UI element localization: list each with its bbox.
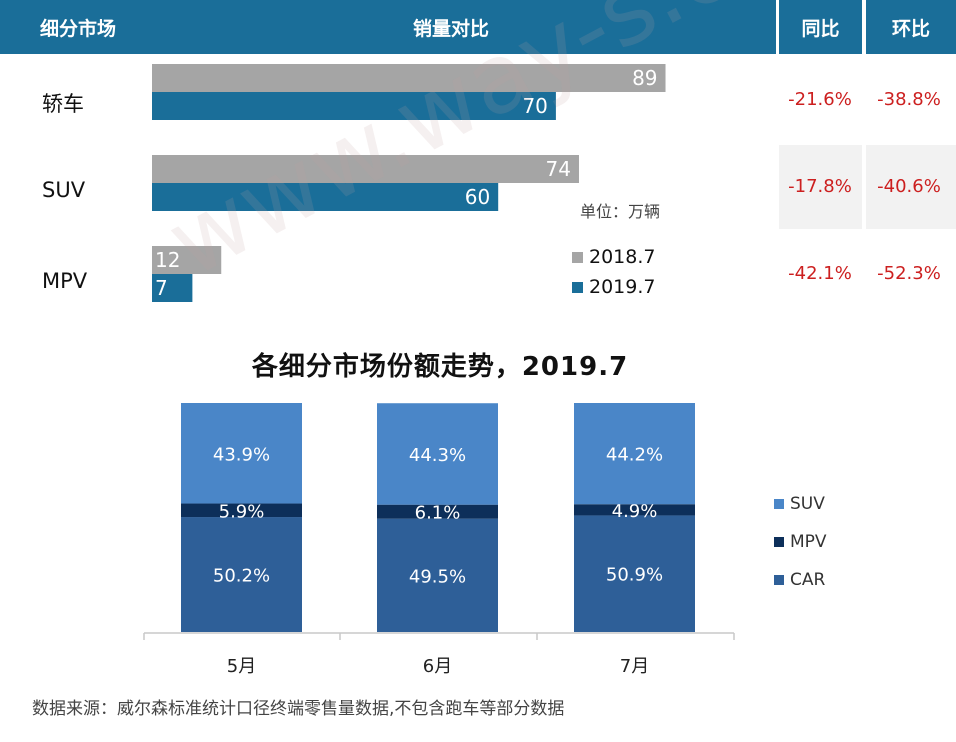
segment-mpv: [574, 504, 695, 516]
segment-suv: [181, 403, 302, 504]
row-label-sedan: 轿车: [42, 92, 84, 116]
segment-car: [377, 518, 498, 632]
segment-mpv: [377, 504, 498, 519]
bar-2018.7: [152, 246, 222, 274]
legend-label: 2019.7: [589, 276, 656, 298]
legend-label: MPV: [790, 532, 827, 552]
x-tick-label: 6月: [423, 656, 452, 677]
bar-value-label: 89: [632, 66, 657, 90]
segment-label: 49.5%: [409, 566, 466, 587]
bar-value-label: 7: [155, 276, 168, 300]
segment-suv: [574, 403, 695, 505]
bar-2018.7: [152, 64, 666, 92]
header-segment: 细分市场: [40, 17, 117, 40]
legend-swatch: [774, 499, 784, 509]
segment-label: 4.9%: [612, 501, 658, 522]
row-shade-mom: [866, 145, 956, 229]
legend-item-2018: 2018.7: [572, 246, 655, 268]
legend-label: SUV: [790, 494, 825, 514]
mom-value: -52.3%: [877, 263, 941, 284]
legend-swatch: [572, 281, 583, 293]
segment-label: 43.9%: [213, 444, 270, 465]
bar-value-label: 12: [155, 248, 180, 272]
mom-value: -38.8%: [877, 89, 941, 110]
legend-swatch: [774, 575, 784, 585]
header-mom: 环比: [866, 0, 956, 54]
yoy-value: -17.8%: [788, 176, 852, 197]
segment-label: 5.9%: [219, 501, 265, 522]
row-label-suv: SUV: [42, 178, 86, 202]
bar-value-label: 70: [522, 94, 547, 118]
segment-label: 6.1%: [415, 503, 461, 524]
segment-car: [181, 517, 302, 632]
yoy-value: -42.1%: [788, 263, 852, 284]
segment-label: 50.9%: [606, 565, 663, 586]
header-comparison: 销量对比: [413, 17, 490, 40]
segment-label: 50.2%: [213, 566, 270, 587]
header-yoy: 同比: [779, 0, 862, 54]
mom-value: -40.6%: [877, 176, 941, 197]
x-tick-label: 5月: [227, 656, 256, 677]
row-label-mpv: MPV: [42, 269, 88, 293]
unit-label: 单位：万辆: [580, 202, 661, 221]
segment-label: 44.2%: [606, 445, 663, 466]
legend-swatch: [774, 537, 784, 547]
bar-value-label: 60: [465, 185, 490, 209]
legend-item-2019: 2019.7: [572, 276, 655, 298]
bar-2018.7: [152, 155, 579, 183]
row-shade-yoy: [779, 145, 862, 229]
bar-2019.7: [152, 274, 193, 302]
yoy-value: -21.6%: [788, 89, 852, 110]
segment-car: [574, 515, 695, 632]
x-tick-label: 7月: [620, 656, 649, 677]
bar-2019.7: [152, 92, 556, 120]
legend-label: 2018.7: [589, 246, 656, 268]
segment-suv: [377, 403, 498, 505]
segment-mpv: [181, 503, 302, 518]
bar-value-label: 74: [546, 157, 571, 181]
legend-swatch: [572, 251, 583, 263]
legend-label: CAR: [790, 570, 825, 590]
table-header: 细分市场 销量对比: [0, 0, 776, 54]
source-note: 数据来源：威尔森标准统计口径终端零售量数据,不包含跑车等部分数据: [32, 699, 565, 719]
bar-2019.7: [152, 183, 499, 211]
chart-title: 各细分市场份额走势，2019.7: [251, 352, 629, 382]
segment-label: 44.3%: [409, 445, 466, 466]
